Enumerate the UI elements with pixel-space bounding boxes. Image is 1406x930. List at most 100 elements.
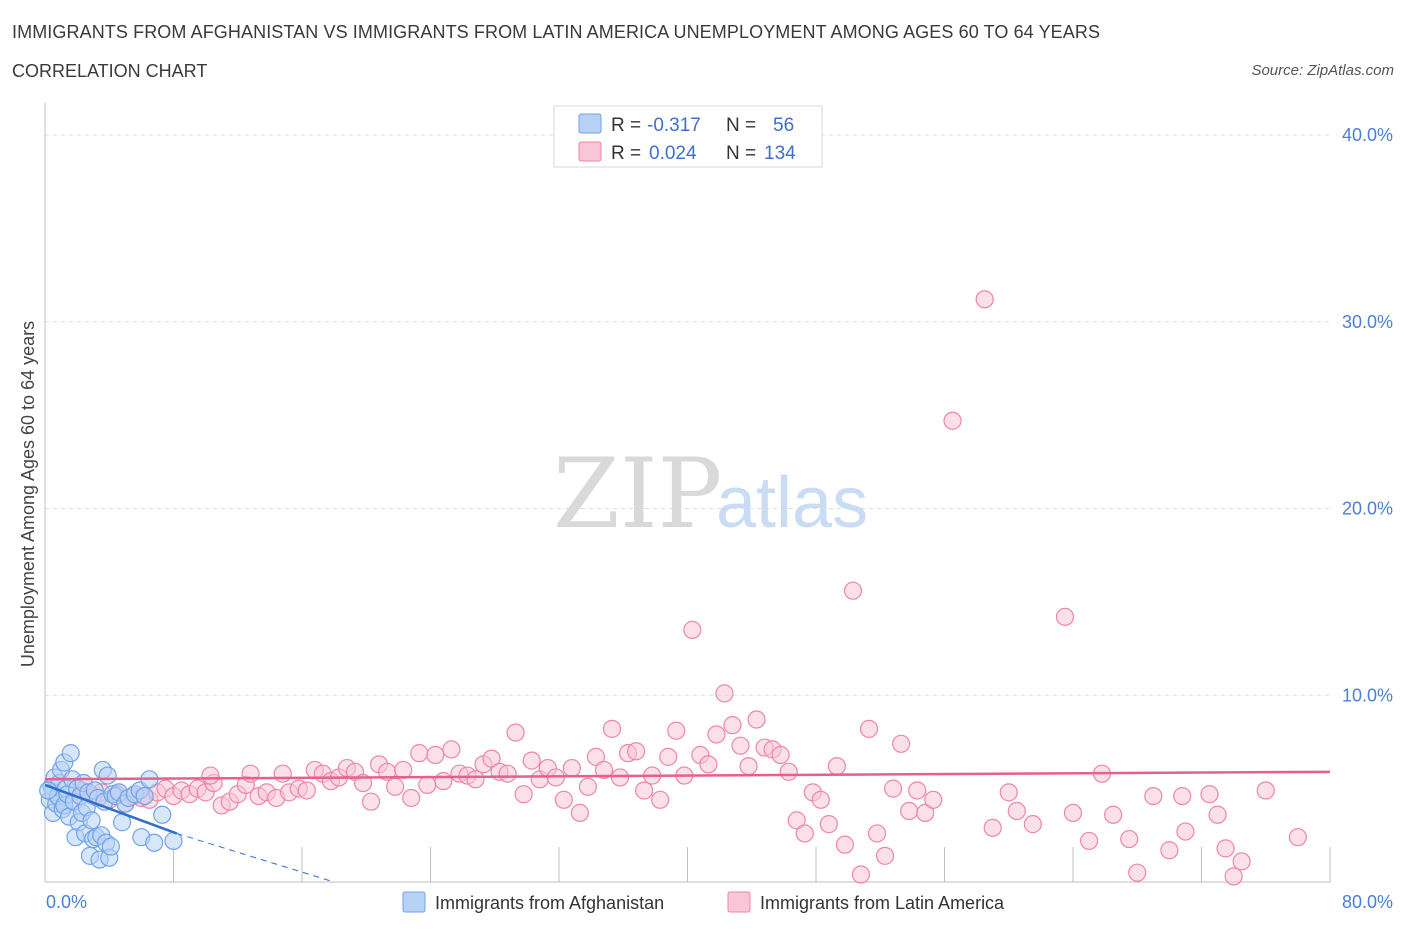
data-point-latin-america <box>1144 786 1163 806</box>
chart-title: IMMIGRANTS FROM AFGHANISTAN VS IMMIGRANT… <box>12 22 1101 42</box>
data-point-latin-america <box>999 783 1018 802</box>
data-point-latin-america <box>1160 841 1179 860</box>
data-point-latin-america <box>1007 801 1026 821</box>
data-point-latin-america <box>943 411 962 430</box>
data-point-latin-america <box>771 745 790 765</box>
data-point-latin-america <box>394 760 413 780</box>
data-point-latin-america <box>1216 839 1235 858</box>
data-point-latin-america <box>819 815 838 834</box>
legend-swatch-afghanistan <box>578 113 602 134</box>
correlation-legend: R = -0.317 N = 56 R = 0.024 N = 134 <box>553 105 823 168</box>
bottom-legend-label-latin-america: Immigrants from Latin America <box>760 893 1005 913</box>
data-point-latin-america <box>883 779 903 798</box>
data-point-latin-america <box>667 721 686 740</box>
trend-line-latin-america <box>44 770 1331 781</box>
data-point-latin-america <box>1055 607 1075 626</box>
data-point-latin-america <box>779 762 798 781</box>
data-point-latin-america <box>659 747 678 766</box>
data-point-latin-america <box>297 781 316 800</box>
data-point-latin-america <box>731 736 750 755</box>
series-latin-america <box>48 290 1307 886</box>
data-point-latin-america <box>707 725 726 744</box>
data-point-latin-america <box>916 803 935 823</box>
series-afghanistan <box>39 744 183 869</box>
tick-labels: 10.0% 20.0% 30.0% 40.0% 0.0% 80.0% <box>46 125 1393 912</box>
trend-line-afghanistan <box>44 783 178 835</box>
axes <box>44 103 1331 883</box>
data-point-latin-america <box>827 757 846 776</box>
data-point-latin-america <box>570 803 589 823</box>
data-point-latin-america <box>747 710 766 729</box>
data-point-latin-america <box>1256 781 1275 800</box>
data-point-latin-america <box>562 758 581 778</box>
data-point-latin-america <box>924 790 943 809</box>
data-point-latin-america <box>975 290 994 309</box>
data-point-afghanistan <box>98 766 117 785</box>
data-point-latin-america <box>795 824 814 843</box>
data-point-latin-america <box>402 788 421 808</box>
y-tick-label: 20.0% <box>1342 499 1393 519</box>
data-point-latin-america <box>201 766 220 785</box>
data-point-latin-america <box>723 716 742 735</box>
data-point-latin-america <box>554 790 573 809</box>
gridlines <box>45 134 1330 696</box>
y-tick-label: 40.0% <box>1342 125 1393 145</box>
data-point-latin-america <box>482 749 501 768</box>
data-point-latin-america <box>835 835 855 854</box>
data-point-latin-america <box>442 740 461 759</box>
x-tick-label: 0.0% <box>46 892 87 912</box>
data-point-latin-america <box>787 811 806 830</box>
data-point-latin-america <box>900 801 919 821</box>
data-point-latin-america <box>386 777 405 796</box>
data-point-afghanistan <box>153 805 172 824</box>
trend-line-afghanistan-extension <box>176 832 335 883</box>
data-point-latin-america <box>635 781 654 800</box>
data-point-latin-america <box>983 818 1002 837</box>
data-point-latin-america <box>1104 805 1123 824</box>
data-point-latin-america <box>1224 867 1243 886</box>
trend-lines <box>44 770 1331 883</box>
legend-swatch-latin-america <box>578 141 602 162</box>
data-point-afghanistan <box>164 831 183 851</box>
legend-n-value-latin-america: 134 <box>764 143 796 164</box>
data-point-afghanistan <box>101 837 120 856</box>
data-point-latin-america <box>1023 815 1042 834</box>
data-point-latin-america <box>594 760 614 780</box>
data-point-latin-america <box>1079 831 1099 851</box>
data-point-latin-america <box>908 781 927 800</box>
data-point-latin-america <box>1176 822 1195 841</box>
data-point-latin-america <box>418 775 437 794</box>
data-point-latin-america <box>739 757 758 776</box>
data-point-afghanistan <box>39 781 58 800</box>
data-point-afghanistan <box>145 833 164 852</box>
bottom-legend-label-afghanistan: Immigrants from Afghanistan <box>435 893 664 913</box>
data-point-latin-america <box>892 734 911 753</box>
data-point-latin-america <box>715 684 734 703</box>
legend-r-value-afghanistan: -0.317 <box>647 115 701 136</box>
data-point-latin-america <box>410 744 429 763</box>
data-point-latin-america <box>602 719 622 738</box>
data-point-latin-america <box>434 772 453 791</box>
data-point-latin-america <box>1063 803 1083 823</box>
data-point-latin-america <box>353 773 373 793</box>
data-point-latin-america <box>466 770 485 789</box>
data-point-latin-america <box>578 777 598 796</box>
watermark-zip: ZIP <box>553 438 722 550</box>
data-point-latin-america <box>522 751 541 770</box>
data-point-latin-america <box>1288 828 1307 847</box>
data-point-latin-america <box>241 764 260 783</box>
watermark-atlas: atlas <box>716 463 868 543</box>
legend-r-value-latin-america: 0.024 <box>649 143 697 164</box>
bottom-legend-swatch-afghanistan <box>402 891 426 913</box>
source-credit: Source: ZipAtlas.com <box>1251 62 1394 79</box>
data-point-afghanistan <box>61 744 80 763</box>
watermark: ZIP atlas <box>553 438 868 550</box>
bottom-legend-swatch-latin-america <box>727 891 751 913</box>
data-point-latin-america <box>1173 786 1192 806</box>
data-point-latin-america <box>851 865 871 884</box>
legend-r-label-latin-america: R = <box>611 143 641 164</box>
data-point-latin-america <box>514 785 533 804</box>
series-legend: Immigrants from Afghanistan Immigrants f… <box>402 891 1005 913</box>
data-point-latin-america <box>610 768 630 787</box>
